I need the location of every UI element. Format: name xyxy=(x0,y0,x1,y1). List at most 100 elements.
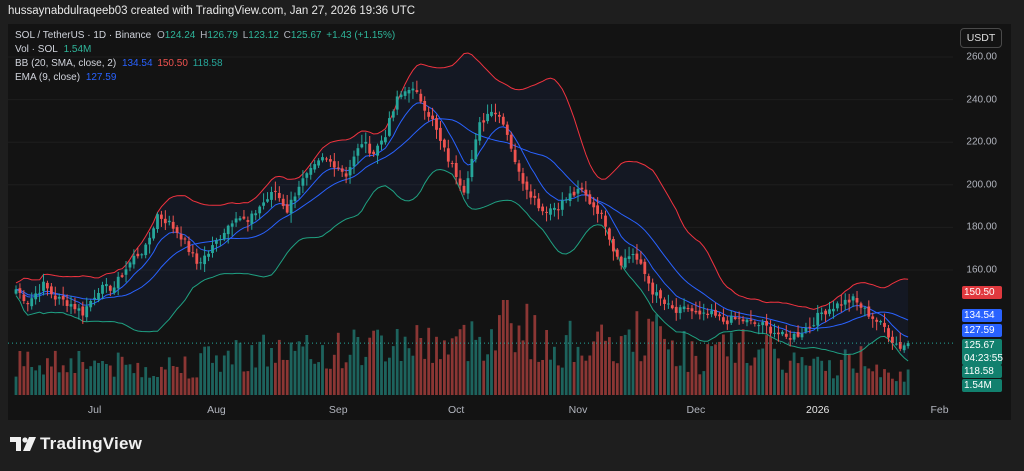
volume-bar xyxy=(270,348,273,395)
candle-body xyxy=(160,214,163,219)
candle-body xyxy=(301,178,305,186)
volume-bar xyxy=(576,346,580,395)
volume-bar xyxy=(57,372,61,395)
volume-bar xyxy=(391,346,395,395)
volume-bar xyxy=(800,357,804,395)
volume-bar xyxy=(42,374,45,395)
volume-bar xyxy=(631,351,635,395)
candle-body xyxy=(30,298,34,307)
candle-body xyxy=(81,306,85,316)
candle-body xyxy=(14,289,18,294)
volume-bar xyxy=(372,330,375,395)
candle-body xyxy=(859,303,863,308)
candle-body xyxy=(765,321,768,326)
candle-body xyxy=(376,145,379,156)
candle-body xyxy=(812,325,816,327)
candle-body xyxy=(887,328,890,338)
volume-bar xyxy=(725,356,729,395)
volume-bar xyxy=(388,357,391,395)
legend-volume-label: Vol · SOL xyxy=(15,44,58,55)
candle-body xyxy=(843,299,847,305)
candle-body xyxy=(486,113,489,122)
candle-body xyxy=(222,232,226,240)
volume-bar xyxy=(301,346,305,395)
legend-ema-label: EMA (9, close) xyxy=(15,72,81,83)
tradingview-logo[interactable]: TradingView xyxy=(10,434,142,454)
candle-body xyxy=(694,310,698,313)
candle-body xyxy=(757,325,761,327)
volume-bar xyxy=(219,371,222,395)
candle-body xyxy=(847,299,851,303)
volume-bar xyxy=(313,363,317,395)
y-tick-label: 260.00 xyxy=(966,51,997,63)
candle-body xyxy=(101,284,104,294)
y-tick-label: 220.00 xyxy=(966,136,997,148)
volume-bar xyxy=(612,361,615,395)
volume-bar xyxy=(348,354,352,395)
candle-body xyxy=(836,303,839,309)
ema-badge: 127.59 xyxy=(962,324,1002,337)
logo-text: TradingView xyxy=(40,434,143,453)
volume-bar xyxy=(325,368,328,395)
volume-bar xyxy=(148,377,151,395)
volume-bar xyxy=(843,349,847,395)
legend-volume: 1.54M xyxy=(63,44,92,55)
volume-bar xyxy=(242,371,246,395)
candle-body xyxy=(820,312,824,314)
candle-body xyxy=(187,241,191,252)
candle-body xyxy=(356,148,360,156)
candle-body xyxy=(152,228,155,239)
candle-body xyxy=(501,116,505,125)
volume-bar xyxy=(61,365,65,395)
candle-body xyxy=(883,322,886,327)
volume-bar xyxy=(505,300,509,395)
volume-bar xyxy=(211,362,214,395)
volume-bar xyxy=(411,355,415,395)
volume-bar xyxy=(132,373,136,395)
legend-ema-row: EMA (9, close) 127.59 xyxy=(15,72,116,83)
candle-body xyxy=(781,331,784,335)
candle-body xyxy=(191,252,195,254)
candle-body xyxy=(65,300,69,306)
legend-ema: 127.59 xyxy=(85,72,117,83)
candle-body xyxy=(588,194,592,204)
volume-bar xyxy=(883,369,886,395)
volume-bar xyxy=(627,329,631,395)
candle-body xyxy=(26,303,30,305)
candle-body xyxy=(234,218,238,223)
volume-bar xyxy=(466,361,470,395)
volume-bar xyxy=(757,349,761,395)
volume-bar xyxy=(773,348,776,395)
candle-body xyxy=(277,193,281,199)
volume-bar xyxy=(537,361,541,395)
candle-body xyxy=(698,310,702,315)
volume-bar xyxy=(541,360,544,395)
volume-bar xyxy=(643,355,647,395)
y-tick-label: 180.00 xyxy=(966,221,997,233)
candle-body xyxy=(670,305,674,309)
candle-body xyxy=(745,319,749,323)
volume-bar xyxy=(875,364,879,395)
candle-body xyxy=(828,309,831,314)
candle-body xyxy=(513,149,517,162)
price-chart[interactable] xyxy=(8,24,1011,420)
candle-body xyxy=(891,336,894,344)
volume-bar xyxy=(454,336,458,395)
candle-body xyxy=(722,317,725,322)
currency-button[interactable]: USDT xyxy=(960,28,1002,48)
volume-bar xyxy=(156,377,159,395)
volume-bar xyxy=(733,362,737,395)
volume-bar xyxy=(108,365,112,395)
candle-body xyxy=(686,308,690,310)
volume-bar xyxy=(120,356,124,395)
volume-bar xyxy=(112,376,116,395)
chart-panel[interactable]: SOL / TetherUS · 1D · Binance O124.24 H1… xyxy=(8,24,1011,420)
volume-bar xyxy=(266,366,269,395)
candle-body xyxy=(600,212,603,214)
candle-body xyxy=(505,124,509,135)
candle-body xyxy=(211,245,214,253)
candle-body xyxy=(340,168,344,172)
candle-body xyxy=(423,101,427,111)
candle-body xyxy=(446,148,450,162)
candle-body xyxy=(879,321,882,323)
